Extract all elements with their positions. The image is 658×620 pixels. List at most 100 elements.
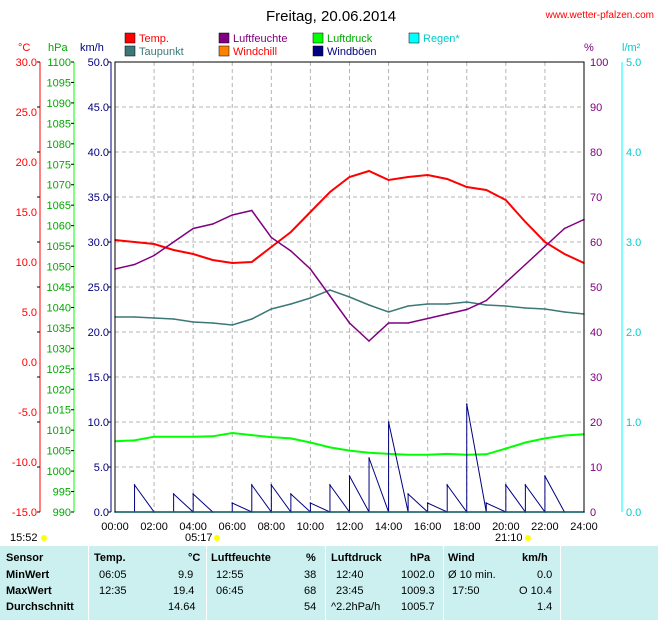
legend-item-windchill: Windchill [218,45,277,58]
data-point-windben [387,421,390,423]
percent-tick-label: 70 [590,192,602,204]
data-point-luftdruck [270,436,273,438]
data-point-temp [505,199,507,201]
header-temp-unit: °C [188,552,201,564]
time-tick-label: 12:00 [336,521,364,533]
data-point-luftdruck [505,447,507,450]
time-tick-label: 00:00 [101,521,129,533]
data-point-temp [348,176,351,178]
temp-time: 12:35 [99,585,127,597]
sunset-icon [525,535,531,541]
data-point-luftfeuchte [329,295,331,297]
wind-time: Ø 10 min. [448,569,496,581]
kmh-tick-label: 25.0 [88,282,109,294]
data-point-taupunkt [544,308,546,310]
percent-tick-label: 50 [590,282,602,294]
data-point-luftdruck [153,435,155,438]
data-point-temp [309,211,312,213]
data-point-taupunkt [270,308,273,310]
hpa-tick-label: 1065 [47,200,71,212]
legend-label-temp: Temp. [139,33,169,45]
rain-tick-label: 5.0 [626,57,641,69]
data-point-temp [192,253,194,255]
data-point-temp [250,261,253,263]
data-point-temp [544,241,546,243]
data-point-taupunkt [309,297,312,299]
wind-value: 1.4 [537,601,553,613]
data-point-windben [426,502,429,504]
data-point-windben [309,502,312,504]
plot-grid [115,62,584,512]
rain-tick-label: 1.0 [626,417,641,429]
hpa-tick-label: 1095 [47,77,71,89]
celsius-tick-label: -10.0 [12,457,37,469]
time-tick-label: 18:00 [453,521,481,533]
data-point-luftdruck [563,434,566,437]
data-point-temp [563,253,566,255]
data-point-luftfeuchte [211,223,214,225]
site-link[interactable]: www.wetter-pfalzen.com [545,10,654,21]
data-point-windben [446,484,449,486]
data-point-luftdruck [485,453,488,456]
data-point-windben [250,484,253,486]
legend-label-pressure: Luftdruck [327,33,373,45]
data-point-temp [211,259,214,261]
legend-item-rain: Regen* [408,32,460,45]
data-point-temp [426,174,429,176]
hpa-tick-label: 1055 [47,241,71,253]
pressure-time: 23:45 [336,585,364,597]
data-point-temp [133,241,136,243]
hpa-tick-label: 1080 [47,139,71,151]
data-point-luftdruck [250,434,253,436]
data-point-temp [153,243,155,245]
wind-time: 17:50 [452,585,480,597]
data-point-temp [231,262,234,264]
data-point-luftdruck [211,435,214,438]
legend-item-humidity: Luftfeuchte [218,32,287,45]
data-point-windben [133,484,136,486]
data-point-taupunkt [485,304,488,306]
data-point-luftfeuchte [407,322,409,324]
time-tick-label: 06:00 [218,521,246,533]
legend-label-windchill: Windchill [233,46,277,58]
data-point-temp [329,191,331,193]
kmh-tick-label: 20.0 [88,327,109,339]
data-point-temp [485,189,488,191]
data-point-taupunkt [524,307,527,309]
celsius-tick-label: 25.0 [16,107,37,119]
data-point-taupunkt [407,305,409,307]
data-point-temp [172,249,175,251]
legend-swatch-rain [408,32,420,44]
table-divider [206,546,207,620]
data-point-taupunkt [348,296,351,298]
hpa-tick-label: 995 [53,487,71,499]
data-point-windben [172,493,175,495]
percent-tick-label: 60 [590,237,602,249]
data-point-windben [465,403,468,405]
percent-tick-label: 10 [590,462,602,474]
data-point-temp [446,178,449,180]
wind-value: 0.0 [537,569,553,581]
data-point-temp [465,186,468,188]
axis-unit-percent: % [584,42,594,54]
data-point-taupunkt [211,322,214,324]
legend-label-gusts: Windböen [327,46,377,58]
humidity-value: 54 [304,601,317,613]
data-point-luftfeuchte [153,254,155,257]
data-point-luftdruck [192,435,194,438]
data-point-luftdruck [426,453,429,456]
pressure-time: 12:40 [336,569,364,581]
table-divider [443,546,444,620]
data-point-luftfeuchte [368,340,370,342]
axis-unit-kmh: km/h [80,42,104,54]
data-point-luftfeuchte [505,281,507,284]
rain-tick-label: 3.0 [626,237,641,249]
legend-swatch-humidity [218,32,230,44]
rain-tick-label: 4.0 [626,147,641,159]
table-divider [560,546,561,620]
data-point-taupunkt [426,303,429,305]
data-point-temp [368,170,370,172]
data-point-luftfeuchte [387,322,390,324]
hpa-tick-label: 990 [53,507,71,519]
hpa-tick-label: 1030 [47,343,71,355]
